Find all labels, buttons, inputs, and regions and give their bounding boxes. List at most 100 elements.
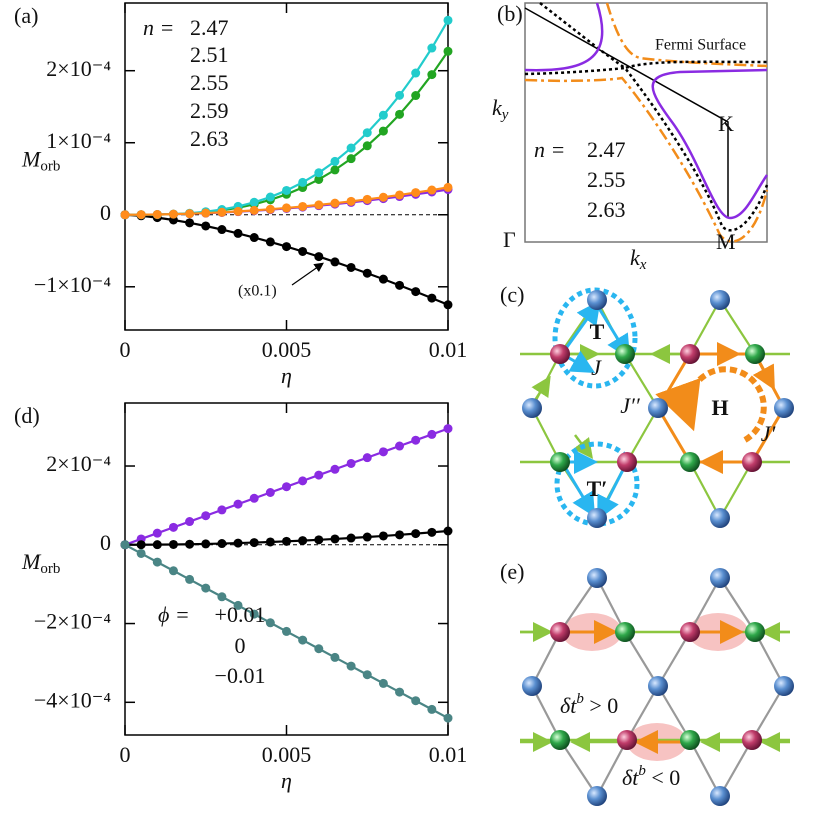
panel-b bbox=[524, 2, 769, 243]
bond bbox=[719, 461, 753, 519]
x-tick-label: 0.005 bbox=[262, 742, 312, 767]
x-tick-label: 0 bbox=[120, 742, 131, 767]
point-label: M bbox=[716, 229, 736, 254]
atom bbox=[587, 290, 607, 310]
hopping-label-part: b bbox=[576, 691, 584, 707]
annotation: (x0.1) bbox=[238, 283, 277, 300]
panel-label: (b) bbox=[497, 1, 523, 26]
data-point bbox=[395, 109, 405, 119]
legend-entry: 2.55 bbox=[190, 70, 229, 95]
fermi-247 bbox=[524, 2, 769, 220]
hopping-label-part: δt bbox=[622, 765, 639, 790]
legend-entry: 2.47 bbox=[587, 137, 626, 162]
axis-label: kx bbox=[630, 245, 647, 273]
legend-entry: 2.51 bbox=[190, 42, 229, 67]
legend-entry: 2.55 bbox=[587, 167, 626, 192]
bond bbox=[689, 577, 721, 633]
y-axis-label-part: orb bbox=[40, 159, 60, 175]
data-point bbox=[378, 678, 388, 688]
fermi-263 bbox=[524, 2, 769, 243]
legend-title: n = bbox=[534, 137, 565, 162]
data-point bbox=[395, 90, 405, 100]
atom bbox=[615, 622, 635, 642]
atom bbox=[680, 344, 700, 364]
y-axis-label-part: orb bbox=[40, 561, 60, 577]
data-point bbox=[185, 218, 195, 228]
data-point bbox=[152, 209, 162, 219]
series-line bbox=[124, 213, 449, 306]
atom bbox=[710, 508, 730, 528]
data-point bbox=[411, 529, 421, 539]
data-point bbox=[346, 154, 356, 164]
data-point bbox=[314, 252, 324, 262]
atom bbox=[522, 398, 542, 418]
data-point bbox=[298, 201, 308, 211]
data-point bbox=[362, 128, 372, 138]
data-point bbox=[427, 185, 437, 195]
axis-label-part: x bbox=[639, 257, 647, 273]
hopping-label: δtb > 0 bbox=[560, 691, 618, 718]
data-point bbox=[362, 670, 372, 680]
data-point bbox=[233, 228, 243, 238]
y-tick-label: −2×10⁻⁴ bbox=[34, 609, 111, 634]
bond-label: H bbox=[711, 395, 728, 420]
bond-arrow bbox=[560, 461, 596, 518]
data-point bbox=[427, 527, 437, 537]
bond bbox=[657, 685, 691, 741]
bond bbox=[531, 407, 561, 463]
data-point bbox=[298, 476, 308, 486]
data-point bbox=[265, 487, 275, 497]
atom bbox=[587, 508, 607, 528]
y-axis-label-part: M bbox=[21, 549, 42, 574]
data-point bbox=[427, 70, 437, 80]
x-tick-label: 0.01 bbox=[429, 337, 468, 362]
bond-label: J bbox=[591, 355, 602, 380]
bond bbox=[626, 407, 659, 463]
diagram-title: Fermi Surface bbox=[655, 37, 746, 54]
hopping-label-part: < 0 bbox=[646, 765, 680, 790]
atom bbox=[617, 730, 637, 750]
data-point bbox=[249, 205, 259, 215]
data-point bbox=[395, 530, 405, 540]
data-point bbox=[201, 511, 211, 521]
panel-label: (a) bbox=[14, 3, 38, 28]
atom bbox=[774, 676, 794, 696]
y-tick-label: 2×10⁻⁴ bbox=[46, 56, 111, 81]
data-point bbox=[217, 592, 227, 602]
hopping-label-part: δt bbox=[560, 693, 577, 718]
legend-entry: 2.59 bbox=[190, 98, 229, 123]
data-point bbox=[233, 499, 243, 509]
data-point bbox=[282, 203, 291, 213]
data-point bbox=[201, 221, 211, 231]
data-point bbox=[168, 522, 178, 532]
data-point bbox=[282, 242, 291, 252]
data-point bbox=[168, 566, 178, 576]
data-point bbox=[378, 531, 388, 541]
y-tick-label: 1×10⁻⁴ bbox=[46, 128, 111, 153]
data-point bbox=[411, 696, 421, 706]
data-point bbox=[201, 208, 211, 218]
bond-label: J′ bbox=[761, 421, 777, 446]
data-point bbox=[362, 268, 372, 278]
data-point bbox=[314, 644, 324, 654]
loop-arrow bbox=[655, 366, 767, 443]
point-label: Γ bbox=[503, 227, 516, 252]
bond bbox=[719, 299, 756, 355]
data-point bbox=[411, 188, 421, 198]
data-point bbox=[185, 517, 195, 527]
data-point bbox=[330, 257, 340, 267]
atom bbox=[615, 344, 635, 364]
data-point bbox=[185, 209, 195, 219]
x-tick-label: 0.005 bbox=[262, 337, 312, 362]
data-point bbox=[265, 237, 275, 247]
data-point bbox=[282, 482, 291, 492]
data-point bbox=[249, 493, 259, 503]
bond bbox=[531, 631, 561, 687]
bond-label: J′′ bbox=[620, 393, 641, 418]
data-point bbox=[427, 293, 437, 303]
annotation-arrow bbox=[291, 262, 324, 286]
data-point bbox=[395, 280, 405, 290]
bond bbox=[689, 299, 721, 355]
data-point bbox=[330, 464, 340, 474]
